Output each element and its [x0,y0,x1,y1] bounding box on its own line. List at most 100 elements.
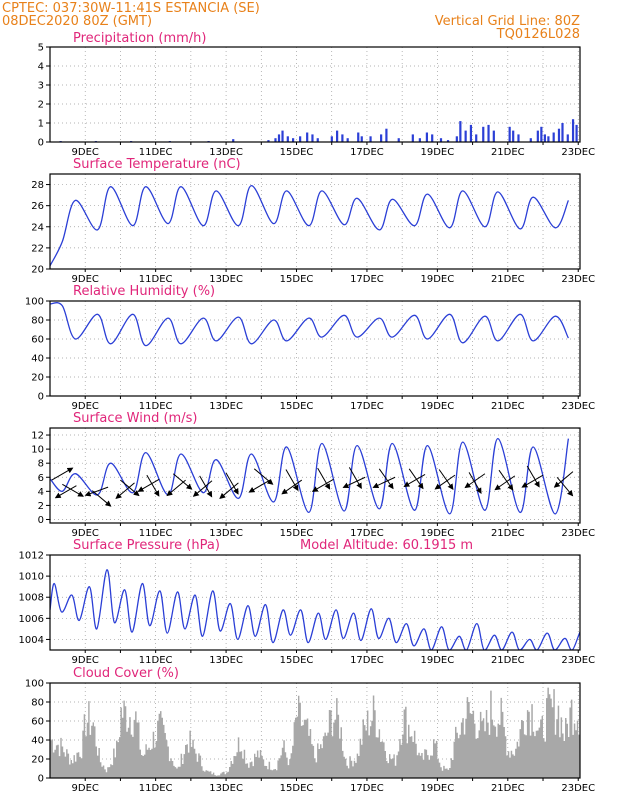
model-code: TQ0126L028 [496,27,580,42]
y-tick-label: 1006 [19,614,44,625]
x-tick-label: 19DEC [421,274,455,285]
x-tick-label: 11DEC [139,655,173,666]
y-tick-label: 0 [38,138,44,149]
x-tick-label: 17DEC [350,655,384,666]
x-tick-label: 15DEC [280,655,314,666]
wind-arrow [498,469,514,491]
x-tick-label: 13DEC [209,783,243,794]
wind-arrow [219,482,239,499]
cloud-cover-area [50,687,580,778]
precip-bar [411,134,414,142]
x-tick-label: 23DEC [561,401,595,412]
x-tick-label: 23DEC [561,147,595,158]
wind-arrow [192,480,213,497]
y-tick-label: 12 [31,431,44,442]
y-tick-label: 1010 [19,572,44,583]
y-tick-label: 0 [38,392,44,403]
x-tick-label: 11DEC [139,783,173,794]
model-altitude: Model Altitude: 60.1915 m [300,538,473,553]
y-tick-label: 6 [38,473,44,484]
precip-bar [557,128,561,142]
x-tick-label: 21DEC [491,274,525,285]
wind-arrow [317,467,331,490]
x-tick-label: 11DEC [139,147,173,158]
wind-arrow [91,490,112,507]
y-tick-label: 4 [38,62,44,73]
x-tick-label: 23DEC [561,655,595,666]
precip-bar [492,130,495,142]
x-tick-label: 15DEC [280,783,314,794]
y-tick-label: 100 [25,297,44,308]
y-tick-label: 40 [31,354,44,365]
x-tick-label: 15DEC [280,528,314,539]
panel-4: Surface Wind (m/s) 0 2 4 6 8 10 12 9DEC 11DEC 13DE… [31,411,595,539]
panel-2: Surface Temperature (nC) 20 22 24 26 28 9DEC 11… [31,157,595,285]
panel-frame [49,427,581,524]
y-tick-label: 20 [31,755,44,766]
y-tick-label: 40 [31,736,44,747]
y-tick-label: 2 [38,100,44,111]
y-tick-label: 1012 [19,551,44,562]
series-line [50,184,570,267]
x-tick-label: 15DEC [280,147,314,158]
precip-bar [529,138,532,142]
wind-arrow [494,475,516,491]
series-line [50,302,569,347]
series-line [50,437,570,515]
series-layer [50,302,569,347]
y-tick-label: 80 [31,698,44,709]
wind-arrow [62,483,84,497]
precip-bar [336,130,339,142]
x-tick-label: 9DEC [72,528,99,539]
precip-bar [508,126,511,142]
x-tick-label: 9DEC [72,655,99,666]
panel-title: Cloud Cover (%) [73,666,179,681]
x-tick-label: 17DEC [350,274,384,285]
precip-bar [274,138,277,142]
precip-bar [341,134,344,142]
x-tick-label: 23DEC [561,274,595,285]
panel-5: Surface Pressure (hPa) Model Altitude: 60… [19,538,596,666]
x-tick-label: 13DEC [209,528,243,539]
precip-bar [566,134,569,142]
wind-arrow [521,474,544,488]
y-tick-label: 100 [25,679,44,690]
precip-bar [291,138,295,142]
panel-title: Relative Humidity (%) [73,284,215,299]
y-tick-label: 0 [38,774,44,785]
wind-arrow [372,476,396,489]
wind-arrow [468,472,482,494]
precip-bar [439,138,443,142]
precip-bar [369,136,372,142]
precip-bar [232,139,235,142]
y-tick-label: 20 [31,373,44,384]
wind-arrow [438,469,454,490]
precip-bar [281,130,284,142]
wind-arrow [464,473,486,489]
precip-bar [571,119,575,142]
series-layer [50,569,580,650]
x-tick-label: 13DEC [209,655,243,666]
precip-bar [425,132,429,142]
precip-bar [431,134,434,142]
wind-arrow [54,485,77,499]
precip-bar [459,121,462,142]
run-datetime: 08DEC2020 80Z (GMT) [2,14,152,29]
precip-bar [540,126,543,142]
precip-bar [277,134,281,142]
wind-arrow [120,479,140,497]
wind-arrow [146,474,160,497]
panel-frame [49,46,581,143]
x-tick-label: 23DEC [561,783,595,794]
x-tick-label: 19DEC [421,783,455,794]
series-layer [50,437,570,515]
precip-bar [299,136,302,142]
precip-bar [482,126,485,142]
x-tick-label: 21DEC [491,147,525,158]
precip-bar [446,140,450,142]
x-tick-label: 11DEC [139,274,173,285]
wind-arrow [137,478,160,492]
x-tick-label: 13DEC [209,401,243,412]
y-tick-label: 3 [38,81,44,92]
